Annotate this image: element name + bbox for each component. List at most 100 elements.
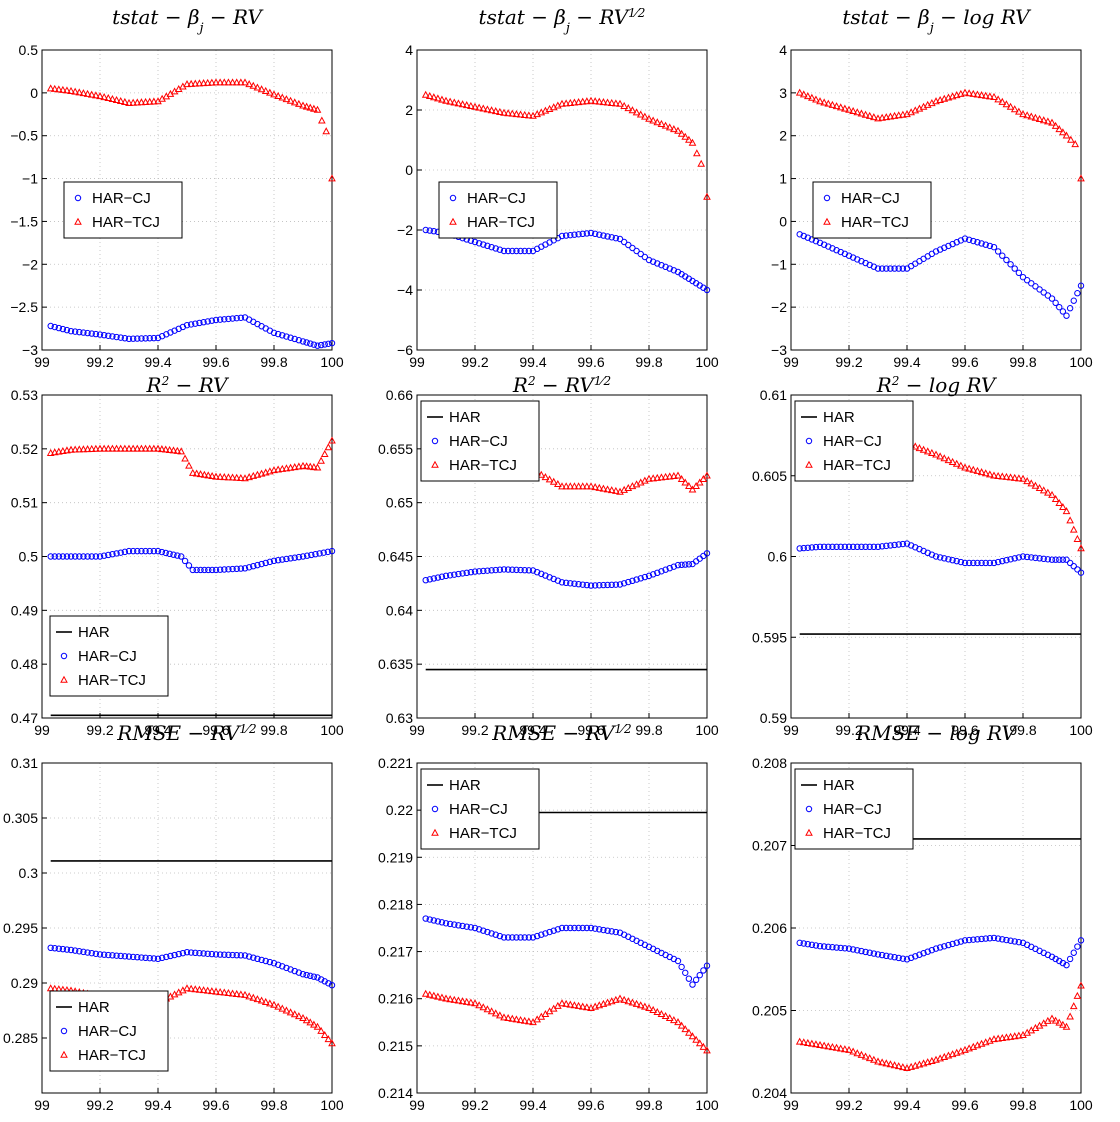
marker-har-cj <box>504 934 512 941</box>
marker-har-tcj <box>558 482 566 490</box>
marker-har-cj <box>192 320 199 327</box>
marker-har-cj <box>587 229 595 237</box>
marker-har-cj <box>204 950 211 957</box>
marker-har-tcj <box>583 482 591 490</box>
legend-marker-har-cj <box>431 437 439 445</box>
marker-har-cj <box>480 927 487 934</box>
marker-har-tcj <box>121 97 129 105</box>
marker-har-cj <box>571 231 578 238</box>
marker-har-cj <box>696 555 703 562</box>
marker-har-tcj <box>681 478 690 486</box>
marker-har-cj <box>895 541 902 548</box>
marker-har-cj <box>80 329 87 336</box>
marker-har-tcj <box>692 1035 700 1043</box>
marker-har-tcj <box>570 98 579 106</box>
legend-label: HAR−CJ <box>823 433 882 450</box>
marker-har-tcj <box>525 1017 533 1025</box>
marker-har-tcj <box>454 996 463 1004</box>
marker-har-tcj <box>870 113 878 121</box>
marker-har-tcj <box>965 464 973 472</box>
marker-har-cj <box>208 317 216 324</box>
marker-har-tcj <box>882 1059 891 1067</box>
marker-har-cj <box>279 963 286 970</box>
marker-har-tcj <box>936 452 944 460</box>
marker-har-cj <box>533 932 541 940</box>
marker-har-tcj <box>932 450 940 458</box>
marker-har-cj <box>84 329 91 337</box>
x-tick-label: 99.4 <box>893 354 920 370</box>
marker-har-tcj <box>508 109 517 117</box>
marker-har-cj <box>899 265 907 272</box>
marker-har-tcj <box>1051 121 1060 129</box>
marker-har-tcj <box>1010 105 1019 113</box>
y-tick-label: 0.63 <box>386 710 413 726</box>
marker-har-cj <box>241 952 249 959</box>
marker-har-cj <box>1070 297 1077 304</box>
marker-har-cj <box>59 325 67 333</box>
marker-har-tcj <box>438 95 446 103</box>
marker-har-cj <box>55 553 63 560</box>
marker-har-cj <box>303 971 310 979</box>
marker-har-cj <box>625 578 632 586</box>
marker-har-tcj <box>820 1041 828 1049</box>
x-tick-label: 99.6 <box>202 354 229 370</box>
legend-label: HAR <box>78 624 110 641</box>
marker-har-cj <box>129 335 137 342</box>
y-tick-label: −2.5 <box>10 299 38 315</box>
marker-har-cj <box>1048 953 1056 961</box>
marker-har-tcj <box>1019 474 1027 482</box>
marker-har-cj <box>216 566 224 573</box>
marker-har-cj <box>521 247 528 255</box>
marker-har-tcj <box>274 465 282 473</box>
marker-har-cj <box>608 234 615 241</box>
marker-har-tcj <box>318 116 326 124</box>
marker-har-tcj <box>1073 534 1082 542</box>
marker-har-tcj <box>87 90 96 98</box>
marker-har-cj <box>138 335 145 342</box>
y-tick-label: 0.22 <box>386 802 413 818</box>
marker-har-cj <box>187 321 195 328</box>
marker-har-tcj <box>83 89 92 97</box>
marker-har-tcj <box>161 445 170 453</box>
x-tick-label: 100 <box>320 1097 344 1113</box>
marker-har-tcj <box>324 1035 333 1043</box>
marker-har-tcj <box>1055 125 1064 133</box>
marker-har-cj <box>870 950 878 957</box>
marker-har-tcj <box>1027 479 1036 487</box>
marker-har-tcj <box>446 97 454 105</box>
marker-har-tcj <box>46 448 55 456</box>
marker-har-tcj <box>636 110 645 118</box>
marker-har-cj <box>84 553 91 560</box>
marker-har-tcj <box>670 471 678 480</box>
marker-har-tcj <box>328 1039 336 1047</box>
legend-label: HAR−CJ <box>78 1023 137 1040</box>
marker-har-cj <box>994 558 1002 566</box>
marker-har-tcj <box>688 138 697 146</box>
marker-har-cj <box>1077 937 1085 944</box>
marker-har-tcj <box>940 454 949 462</box>
legend: HAR HAR−CJ HAR−TCJ <box>49 990 169 1072</box>
marker-har-cj <box>105 332 112 339</box>
marker-har-cj <box>287 966 294 973</box>
marker-har-tcj <box>310 463 318 471</box>
marker-har-cj <box>233 314 240 322</box>
marker-har-tcj <box>475 103 483 111</box>
marker-har-cj <box>270 960 278 967</box>
marker-har-tcj <box>607 486 616 494</box>
legend: HAR HAR−CJ HAR−TCJ <box>49 615 169 697</box>
marker-har-cj <box>321 978 328 985</box>
marker-har-tcj <box>87 444 96 452</box>
marker-har-cj <box>496 246 504 253</box>
marker-har-cj <box>579 924 586 932</box>
marker-har-cj <box>88 553 95 560</box>
marker-har-tcj <box>1031 481 1040 489</box>
legend: HAR HAR−CJ HAR−TCJ <box>794 400 914 482</box>
marker-har-tcj <box>981 91 990 99</box>
marker-har-cj <box>321 341 328 348</box>
marker-har-cj <box>816 942 824 950</box>
marker-har-tcj <box>487 1007 496 1015</box>
marker-har-cj <box>612 928 620 936</box>
marker-har-tcj <box>512 1015 521 1023</box>
y-tick-label: −1.5 <box>10 213 38 229</box>
legend-label: HAR <box>449 409 481 426</box>
